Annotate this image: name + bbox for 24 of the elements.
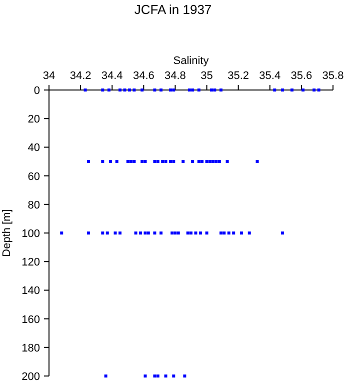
x-tick-label: 35 [200, 70, 213, 82]
y-tick-label: 0 [34, 85, 40, 97]
y-tick-label: 40 [28, 142, 40, 154]
y-tick-label: 100 [22, 228, 40, 240]
x-tick-label: 34.6 [132, 70, 154, 82]
y-axis-title: Depth [m] [1, 209, 13, 257]
y-tick-label: 200 [22, 371, 40, 383]
y-tick-label: 20 [28, 114, 40, 126]
x-axis-title: Salinity [173, 55, 210, 67]
x-tick-label: 34.2 [70, 70, 92, 82]
y-tick-label: 160 [22, 314, 40, 326]
y-tick-label: 180 [22, 342, 40, 354]
x-tick-label: 35.6 [290, 70, 312, 82]
x-tick-label: 35.2 [228, 70, 250, 82]
y-tick-label: 120 [22, 256, 40, 269]
x-tick-label: 34 [42, 70, 56, 82]
chart-title: JCFA in 1937 [134, 2, 212, 17]
x-tick-label: 35.8 [322, 70, 344, 82]
y-tick-label: 140 [22, 285, 40, 298]
x-tick-label: 34.8 [164, 70, 186, 82]
x-tick-label: 35.4 [259, 70, 281, 82]
y-tick-label: 80 [28, 199, 40, 212]
y-tick-label: 60 [28, 170, 40, 183]
x-tick-label: 34.4 [101, 70, 123, 82]
